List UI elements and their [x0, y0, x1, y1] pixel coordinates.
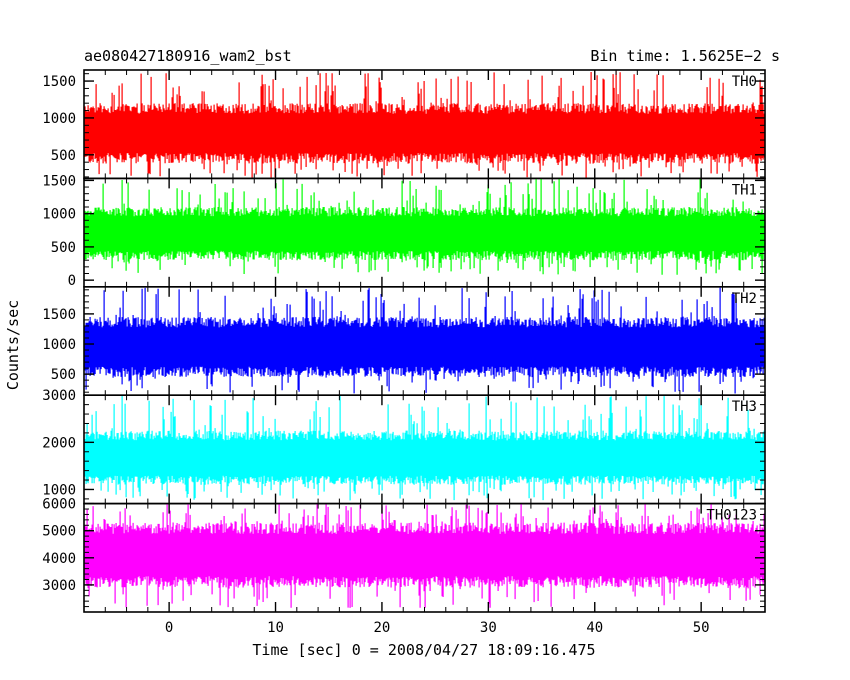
- panel-th0: 500 1000 1500 TH0: [42, 69, 766, 180]
- x-tick-label: 30: [480, 620, 497, 636]
- y-tick-label: 1000: [42, 337, 76, 353]
- y-tick-label: 1500: [42, 74, 76, 90]
- y-tick-label: 1500: [42, 173, 76, 189]
- x-tick-label: 40: [586, 620, 603, 636]
- panel-label: TH0123: [706, 508, 757, 524]
- bin-time-label: Bin time: 1.5625E−2 s: [590, 47, 780, 65]
- y-tick-label: 0: [68, 273, 76, 289]
- y-tick-label: 500: [51, 148, 76, 164]
- x-tick-label: 0: [165, 620, 173, 636]
- y-tick-label: 6000: [42, 497, 76, 513]
- y-tick-label: 500: [51, 240, 76, 256]
- y-tick-label: 1000: [42, 482, 76, 498]
- panel-label: TH1: [732, 182, 757, 198]
- y-tick-label: 5000: [42, 524, 76, 540]
- y-axis-title: Counts/sec: [4, 300, 22, 390]
- y-tick-label: 4000: [42, 551, 76, 567]
- y-tick-label: 3000: [42, 388, 76, 404]
- panel-label: TH3: [732, 399, 757, 415]
- y-tick-label: 500: [51, 367, 76, 383]
- series-th0: [84, 71, 765, 178]
- y-tick-label: 1500: [42, 307, 76, 323]
- x-tick-label: 10: [267, 620, 284, 636]
- x-axis-title: Time [sec] 0 = 2008/04/27 18:09:16.475: [252, 641, 595, 659]
- figure-title: ae080427180916_wam2_bst: [84, 47, 292, 65]
- y-tick-label: 2000: [42, 435, 76, 451]
- series-th0123: [84, 503, 765, 608]
- panel-label: TH0: [732, 74, 757, 90]
- y-tick-label: 1000: [42, 111, 76, 127]
- x-tick-label: 20: [374, 620, 391, 636]
- panel-label: TH2: [732, 291, 757, 307]
- panel-th1: 0 500 1000 1500 TH1: [42, 173, 766, 289]
- series-th3: [84, 395, 765, 501]
- x-tick-label: 50: [693, 620, 710, 636]
- panel-th3: 1000 2000 3000 TH3: [42, 388, 766, 505]
- panel-th0123: 3000 4000 5000 6000 TH0123: [42, 497, 766, 613]
- series-th1: [84, 178, 765, 275]
- series-th2: [84, 287, 765, 394]
- y-tick-label: 1000: [42, 207, 76, 223]
- panel-th2: 500 1000 1500 TH2: [42, 285, 766, 396]
- y-tick-label: 3000: [42, 578, 76, 594]
